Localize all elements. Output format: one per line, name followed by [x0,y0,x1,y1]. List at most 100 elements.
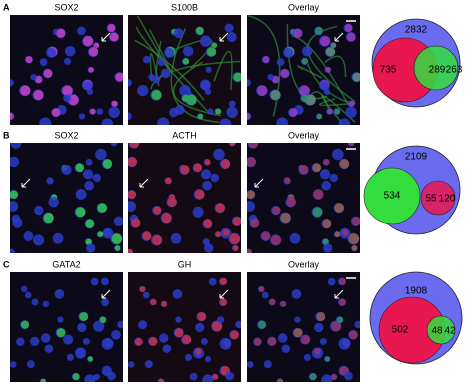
nucleus [76,347,84,355]
nucleus [189,372,198,381]
nucleus [169,107,179,118]
marker [324,356,331,362]
venn-right [413,45,459,91]
image-bg [247,15,360,125]
marker [197,113,204,120]
marker [215,203,225,213]
nucleus [247,201,256,212]
image-title: SOX2 [54,2,78,12]
cells [247,15,360,125]
arrow [101,32,111,42]
marker [316,312,326,321]
nucleus [261,291,269,299]
image-title: ACTH [172,130,197,140]
marker [161,213,172,224]
marker [128,190,137,199]
marker [289,108,298,117]
nucleus [85,158,93,166]
marker [97,203,107,213]
marker [348,100,355,107]
marker [327,108,333,115]
nucleus [159,333,169,343]
nucleus [77,322,87,333]
marker [196,26,204,35]
marker [229,233,241,244]
marker [62,85,73,97]
marker [272,206,281,215]
nucleus [52,232,64,244]
marker [247,190,256,199]
nucleus [44,344,54,353]
nucleus [66,353,74,361]
marker [215,108,222,115]
micrograph [128,143,241,253]
marker [153,206,162,215]
marker [334,203,344,213]
cells [128,277,241,382]
marker [139,286,146,292]
nucleus [111,329,121,340]
nucleus [24,291,32,299]
marker [182,94,190,102]
nucleus [93,320,105,332]
nucleus [128,361,135,368]
nucleus [21,285,28,293]
marker [336,316,344,324]
marker [20,320,30,329]
marker [128,157,137,167]
marker [229,143,236,147]
marker [272,75,280,84]
marker [232,216,241,226]
nucleus [63,57,72,65]
nucleus [179,84,191,97]
marker [193,163,203,173]
marker [301,334,311,345]
nucleus [101,277,109,286]
nucleus [173,28,184,39]
nucleus [83,81,93,91]
marker [309,373,317,381]
nucleus [75,189,87,200]
marker [152,234,163,246]
nucleus [101,298,109,307]
nucleus [338,118,351,125]
nucleus [225,371,234,381]
nucleus [210,173,220,183]
marker [204,159,211,166]
marker [299,85,310,97]
nucleus [10,156,20,168]
marker [215,231,222,237]
marker [334,108,341,115]
marker [115,72,123,82]
marker [142,231,152,241]
micrograph [247,143,360,253]
fiber [134,39,205,101]
micrograph [128,272,241,382]
marker [250,218,260,228]
nucleus [84,180,94,191]
micrograph [10,272,123,382]
nucleus [201,81,211,91]
nucleus [247,361,254,368]
image-title: SOX2 [54,130,78,140]
marker [43,69,53,78]
marker [20,85,31,96]
marker [111,233,123,244]
marker [247,249,253,253]
marker [109,32,119,42]
marker [348,143,355,147]
marker [277,378,284,382]
nucleus [160,68,171,79]
marker [52,108,61,117]
nucleus [281,344,291,353]
nucleus [101,337,114,350]
arrow [219,32,229,42]
nucleus [202,180,212,191]
nucleus [321,374,333,382]
fiber [297,65,323,79]
image-title: Overlay [288,259,320,269]
nucleus [184,353,192,361]
cells [247,277,360,382]
nucleus [226,32,237,42]
nucleus [263,360,272,369]
